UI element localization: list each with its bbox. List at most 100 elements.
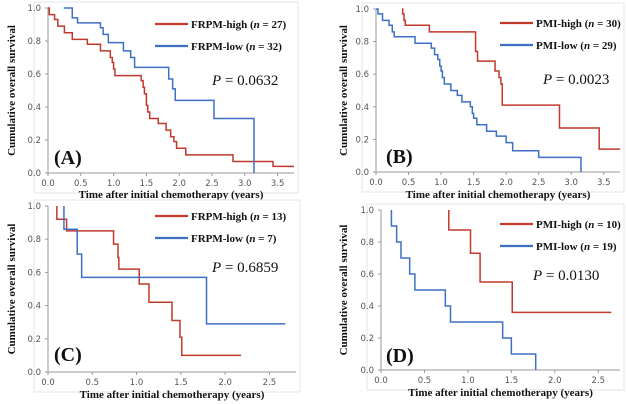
y-tick-label: 0.6 <box>360 270 374 280</box>
p-value: P = 0.0632 <box>211 73 278 89</box>
y-axis-label: Cumulative overall survival <box>338 225 350 356</box>
p-value: P = 0.0130 <box>532 268 599 284</box>
panel-frame <box>33 199 301 393</box>
legend-paren: ( <box>243 41 250 53</box>
x-tick-label: 0.0 <box>41 378 55 388</box>
x-tick-label: 2.5 <box>205 179 219 189</box>
legend-paren: ( <box>582 18 589 30</box>
survival-curve-frpm-low <box>63 7 255 173</box>
x-tick-label: 0.0 <box>369 178 383 188</box>
legend-n-value: = 29) <box>593 40 617 52</box>
y-tick-label: 0.0 <box>355 168 369 178</box>
x-tick-label: 0.5 <box>418 376 432 386</box>
x-tick-label: 3.0 <box>564 178 578 188</box>
p-number: = 0.6859 <box>225 260 278 276</box>
y-tick-label: 0.0 <box>27 368 41 378</box>
legend-n: n <box>254 19 260 31</box>
y-axis-label: Cumulative overall survival <box>6 25 18 156</box>
legend-entry: FRPM-low (n = 32) <box>191 41 282 53</box>
legend-n: n <box>588 219 594 231</box>
survival-curve-frpm-high <box>48 7 294 168</box>
legend-n-value: = 27) <box>263 19 287 31</box>
legend-entry: PMI-low (n = 19) <box>536 241 617 253</box>
x-tick-label: 3.0 <box>238 179 252 189</box>
panel-label: (D) <box>386 345 414 367</box>
y-tick-label: 0.6 <box>355 70 369 80</box>
x-tick-label: 2.5 <box>532 178 546 188</box>
legend-name: PMI-high <box>536 219 582 231</box>
x-axis-label: Time after initial chemotherapy (years) <box>408 387 593 399</box>
p-number: = 0.0130 <box>546 268 599 284</box>
x-tick-label: 1.5 <box>140 179 154 189</box>
legend-n-value: = 19) <box>593 241 617 253</box>
y-tick-label: 0.8 <box>27 37 41 47</box>
x-tick-label: 2.0 <box>499 178 513 188</box>
y-tick-label: 0.6 <box>27 70 41 80</box>
legend-entry: FRPM-low (n = 7) <box>191 233 277 245</box>
y-tick-label: 0.4 <box>27 103 41 113</box>
legend-paren: ( <box>582 219 589 231</box>
x-tick-label: 2.5 <box>263 378 277 388</box>
legend-entry: PMI-low (n = 29) <box>536 40 617 52</box>
panel-b: 0.0 0.5 1.0 1.5 2.0 2.5 3.0 3.5 0.0 0.2 0.4 0.6 0.8 1… <box>338 2 625 201</box>
x-tick-label: 3.5 <box>271 179 285 189</box>
legend-name: FRPM-low <box>191 233 243 245</box>
x-tick-label: 0.5 <box>74 179 88 189</box>
y-tick-label: 1.0 <box>355 5 369 15</box>
x-tick-label: 1.0 <box>130 378 144 388</box>
survival-curve-pmi-high <box>448 210 612 314</box>
y-axis-label: Cumulative overall survival <box>338 25 350 156</box>
panel-c: 0.0 0.5 1.0 1.5 2.0 2.50.00.20.40.60.81.0Time… <box>6 199 301 401</box>
legend-n-value: = 13) <box>263 211 287 223</box>
panel-label: (A) <box>54 147 82 169</box>
legend-paren: ( <box>247 19 254 31</box>
legend-n: n <box>588 18 594 30</box>
y-tick-label: 0.2 <box>27 335 41 345</box>
x-tick-label: 2.0 <box>218 378 232 388</box>
legend-n-value: = 10) <box>597 219 621 231</box>
x-tick-label: 1.0 <box>107 179 121 189</box>
y-tick-label: 0.6 <box>27 268 41 278</box>
legend-name: FRPM-high <box>191 211 247 223</box>
y-tick-label: 0.4 <box>355 103 369 113</box>
y-tick-label: 0.0 <box>27 169 41 179</box>
legend-name: PMI-low <box>536 241 578 253</box>
legend-name: FRPM-high <box>191 19 247 31</box>
p-symbol: P <box>542 72 552 88</box>
panel-d: 0.0 0.5 1.0 1.5 2.0 2.50.00.20.40.60.81.0Time… <box>338 203 625 399</box>
panel-a: 0.0 0.5 1.0 1.5 2.0 2.5 3.0 3.5 0.0 0.2 0.4 0.6 0.8 1… <box>6 1 299 201</box>
y-tick-label: 0.2 <box>27 136 41 146</box>
x-tick-label: 1.0 <box>461 376 475 386</box>
p-symbol: P <box>211 260 221 276</box>
y-tick-label: 1.0 <box>27 4 41 14</box>
legend-name: FRPM-low <box>191 41 243 53</box>
y-tick-label: 0.4 <box>360 302 374 312</box>
survival-curve-frpm-low <box>63 206 286 325</box>
legend-n: n <box>254 211 260 223</box>
x-tick-label: 0.5 <box>402 178 416 188</box>
legend-paren: ( <box>578 40 585 52</box>
x-axis-label: Time after initial chemotherapy (years) <box>406 189 591 201</box>
legend-entry: PMI-high (n = 30) <box>536 18 621 30</box>
y-tick-label: 0.8 <box>360 238 374 248</box>
x-axis-label: Time after initial chemotherapy (years) <box>79 189 264 201</box>
survival-curve-pmi-low <box>376 8 582 172</box>
panel-label: (B) <box>386 146 413 168</box>
legend-paren: ( <box>243 233 250 245</box>
y-tick-label: 1.0 <box>360 206 374 216</box>
legend-entry: FRPM-high (n = 13) <box>191 211 287 223</box>
p-number: = 0.0023 <box>556 72 609 88</box>
panel-frame <box>33 1 299 194</box>
x-tick-label: 2.0 <box>172 179 186 189</box>
y-tick-label: 0.2 <box>355 135 369 145</box>
x-tick-label: 1.5 <box>467 178 481 188</box>
legend-n: n <box>584 40 590 52</box>
panel-frame <box>366 203 625 391</box>
p-value: P = 0.6859 <box>211 260 278 276</box>
survival-curve-pmi-high <box>401 8 620 150</box>
legend-name: PMI-high <box>536 18 582 30</box>
x-tick-label: 1.5 <box>505 376 519 386</box>
x-tick-label: 3.5 <box>597 178 611 188</box>
y-tick-label: 0.8 <box>27 235 41 245</box>
